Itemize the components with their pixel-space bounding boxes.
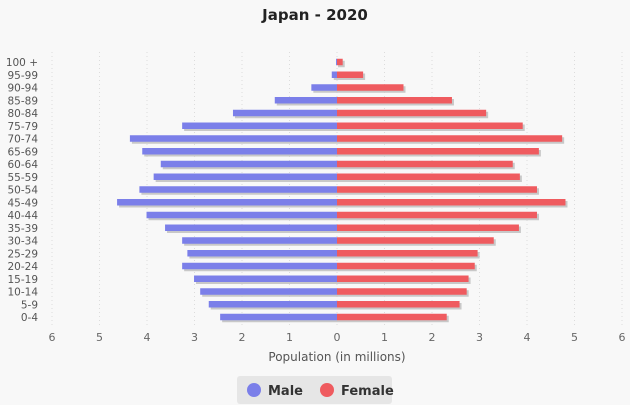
legend-box <box>237 376 392 404</box>
bar-male-5-9[interactable] <box>208 301 337 308</box>
bar-male-0-4[interactable] <box>220 313 337 321</box>
bar-layer <box>117 58 568 323</box>
y-tick-labels: 100 +95-9990-9485-8980-8475-7970-7465-69… <box>6 57 39 324</box>
bar-female-15-19[interactable] <box>337 275 469 283</box>
bar-male-35-39[interactable] <box>165 224 337 232</box>
x-tick-label: 5 <box>96 331 103 344</box>
x-tick-label: 3 <box>476 331 483 344</box>
bar-female-70-74[interactable] <box>337 135 563 142</box>
bar-female-25-29[interactable] <box>337 250 478 257</box>
chart-title: Japan - 2020 <box>261 6 368 24</box>
y-tick-label: 5-9 <box>21 299 38 311</box>
y-tick-label: 95-99 <box>7 70 38 82</box>
y-tick-label: 10-14 <box>7 287 38 299</box>
x-tick-label: 2 <box>239 331 246 344</box>
bar-male-50-54[interactable] <box>139 186 337 193</box>
bar-female-40-44[interactable] <box>337 211 537 219</box>
bar-male-10-14[interactable] <box>200 288 337 295</box>
legend-male-marker <box>247 383 261 397</box>
y-tick-label: 55-59 <box>7 172 38 184</box>
bar-female-85-89[interactable] <box>337 97 452 104</box>
bar-male-25-29[interactable] <box>187 250 337 257</box>
y-tick-label: 85-89 <box>7 95 38 107</box>
x-tick-label: 3 <box>191 331 198 344</box>
bar-female-10-14[interactable] <box>337 288 467 295</box>
legend-female-label: Female <box>341 384 394 399</box>
legend-female-marker <box>320 383 334 397</box>
bar-male-60-64[interactable] <box>160 160 337 168</box>
bar-female-65-69[interactable] <box>337 148 539 155</box>
bar-male-80-84[interactable] <box>232 109 337 117</box>
bar-male-75-79[interactable] <box>182 122 337 130</box>
bar-male-70-74[interactable] <box>129 135 337 142</box>
bar-female-90-94[interactable] <box>337 84 404 91</box>
y-tick-label: 100 + <box>6 57 38 69</box>
y-tick-label: 90-94 <box>7 83 38 95</box>
bar-male-45-49[interactable] <box>117 199 337 206</box>
bar-female-100plus[interactable] <box>337 58 343 66</box>
y-tick-label: 60-64 <box>7 159 38 171</box>
y-tick-label: 20-24 <box>7 261 38 273</box>
x-tick-label: 1 <box>381 331 388 344</box>
bar-female-80-84[interactable] <box>337 109 487 117</box>
x-tick-label: 4 <box>524 331 531 344</box>
y-tick-label: 15-19 <box>7 274 38 286</box>
legend-male-label: Male <box>268 384 303 399</box>
x-tick-label: 5 <box>571 331 578 344</box>
y-tick-label: 70-74 <box>7 134 38 146</box>
legend-item-male[interactable]: Male <box>247 383 303 399</box>
bar-female-20-24[interactable] <box>337 262 475 270</box>
y-tick-label: 50-54 <box>7 185 38 197</box>
y-tick-label: 45-49 <box>7 197 38 209</box>
bar-male-30-34[interactable] <box>182 237 337 244</box>
bar-female-75-79[interactable] <box>337 122 523 130</box>
y-tick-label: 40-44 <box>7 210 38 222</box>
y-tick-label: 25-29 <box>7 248 38 260</box>
bar-male-65-69[interactable] <box>142 148 337 155</box>
y-tick-label: 80-84 <box>7 108 38 120</box>
x-tick-label: 2 <box>429 331 436 344</box>
bar-male-20-24[interactable] <box>182 262 337 270</box>
bar-male-15-19[interactable] <box>194 275 337 283</box>
x-tick-label: 6 <box>619 331 626 344</box>
bar-female-55-59[interactable] <box>337 173 520 181</box>
y-tick-label: 75-79 <box>7 121 38 133</box>
bar-female-60-64[interactable] <box>337 160 513 168</box>
legend-item-female[interactable]: Female <box>320 383 394 399</box>
y-tick-label: 30-34 <box>7 236 38 248</box>
bar-male-40-44[interactable] <box>146 211 337 219</box>
bar-female-35-39[interactable] <box>337 224 519 232</box>
x-tick-label: 0 <box>334 331 341 344</box>
legend: Male Female <box>237 376 394 404</box>
bar-male-90-94[interactable] <box>311 84 337 91</box>
bar-female-0-4[interactable] <box>337 313 447 321</box>
bar-male-85-89[interactable] <box>274 97 337 104</box>
bar-female-5-9[interactable] <box>337 301 460 308</box>
y-tick-label: 35-39 <box>7 223 38 235</box>
y-tick-label: 65-69 <box>7 146 38 158</box>
y-tick-label: 0-4 <box>21 312 38 324</box>
bar-female-95-99[interactable] <box>337 71 364 79</box>
bar-male-95-99[interactable] <box>331 71 337 79</box>
x-tick-labels: 6 5 4 3 2 1 0 1 2 3 4 5 6 <box>49 331 626 344</box>
x-tick-label: 4 <box>144 331 151 344</box>
bar-female-45-49[interactable] <box>337 199 566 206</box>
x-axis-label: Population (in millions) <box>268 350 405 364</box>
x-tick-label: 1 <box>286 331 293 344</box>
bar-male-100plus[interactable] <box>336 58 337 66</box>
bar-female-50-54[interactable] <box>337 186 537 193</box>
bar-female-30-34[interactable] <box>337 237 494 244</box>
bar-male-55-59[interactable] <box>153 173 337 181</box>
x-tick-label: 6 <box>49 331 56 344</box>
